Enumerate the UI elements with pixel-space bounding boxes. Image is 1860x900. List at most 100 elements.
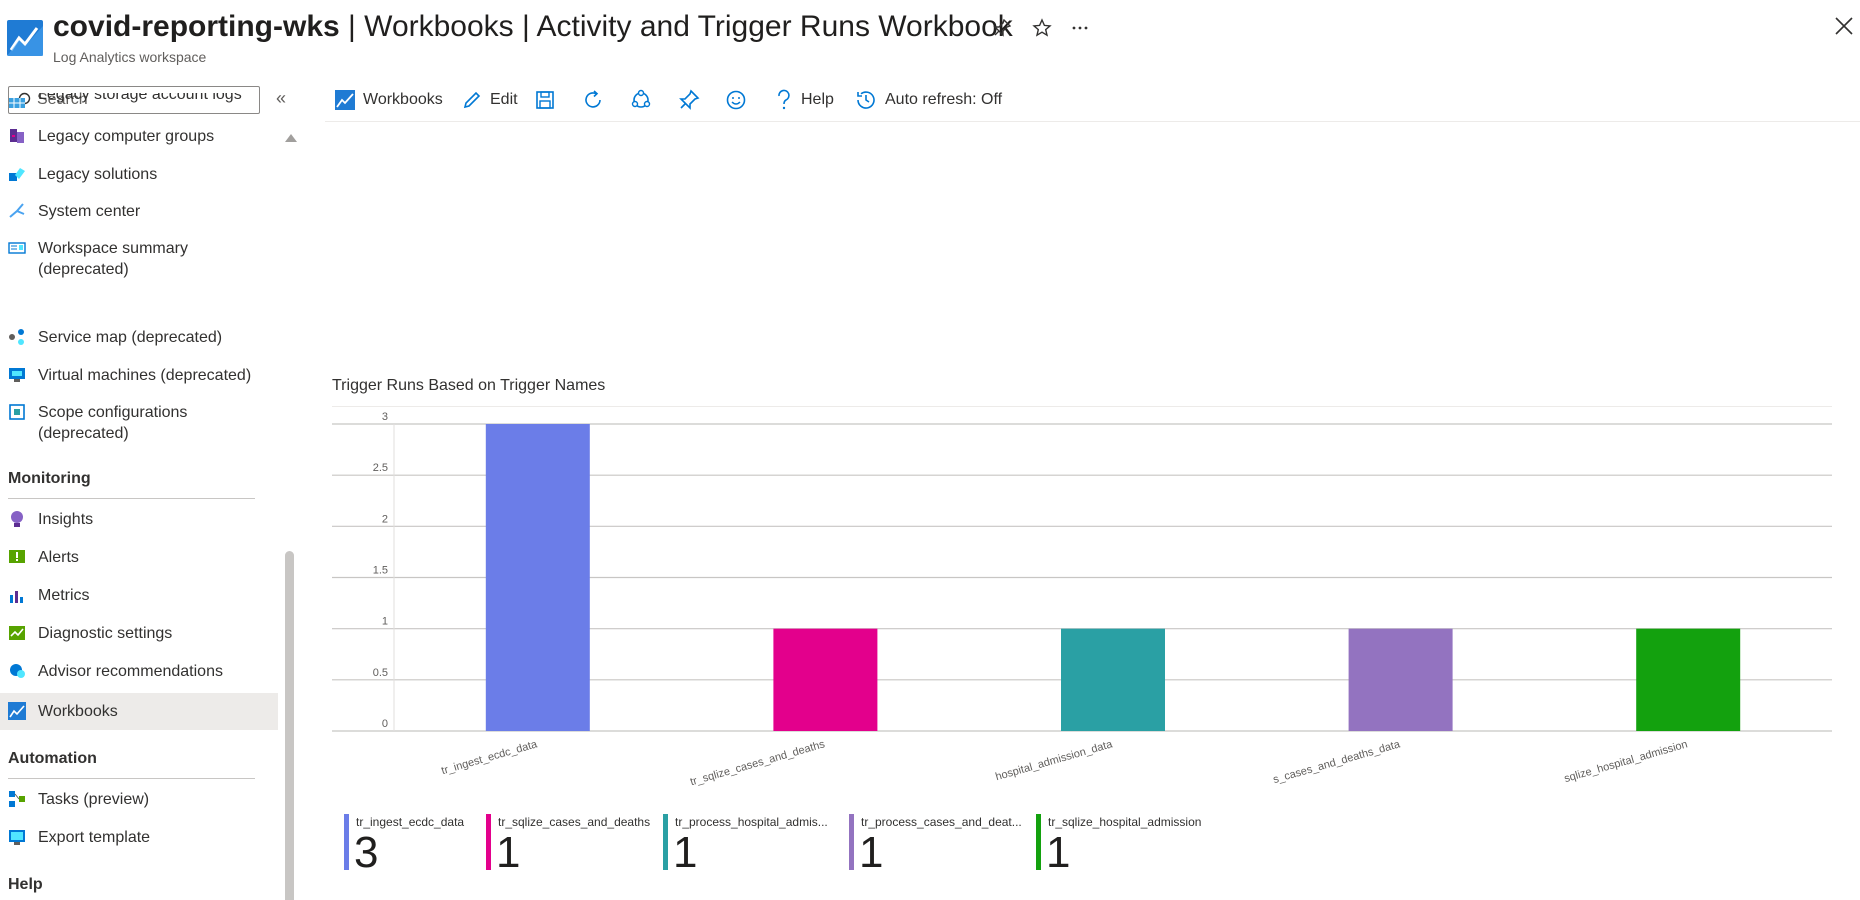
tile-name: tr_process_hospital_admis... (675, 815, 828, 829)
workbooks-icon (335, 90, 355, 110)
legend-tile[interactable]: tr_sqlize_hospital_admission 1 (1036, 814, 1206, 876)
scroll-thumb[interactable] (285, 551, 294, 900)
solutions-icon (9, 168, 25, 181)
bar-tr_process_hospital_admission_data[interactable] (1061, 628, 1165, 731)
tile-name: tr_process_cases_and_deat... (861, 815, 1022, 829)
sidebar-item-insights[interactable]: Insights (0, 504, 278, 536)
tile-name: tr_sqlize_hospital_admission (1048, 815, 1202, 829)
share-button[interactable] (630, 86, 652, 114)
clock-refresh-icon (857, 91, 875, 109)
insights-icon (11, 511, 23, 527)
sidebar-item-diagnostic-settings[interactable]: Diagnostic settings (0, 618, 278, 650)
bar-tr_sqlize_cases_and_deaths[interactable] (773, 628, 878, 731)
auto-refresh-button[interactable]: Auto refresh: Off (855, 86, 1002, 114)
refresh-button[interactable] (582, 86, 604, 114)
help-button[interactable]: Help (775, 86, 834, 114)
scroll-up-icon[interactable] (285, 134, 297, 142)
tile-name: tr_ingest_ecdc_data (356, 815, 465, 829)
collapse-sidebar-icon[interactable]: « (276, 88, 287, 108)
favorite-star-icon[interactable] (1030, 16, 1054, 40)
sidebar-item-workspace-summary[interactable]: Workspace summary (deprecated) (0, 234, 278, 278)
sidebar-item-label: Alerts (38, 549, 79, 566)
sidebar-item-virtual-machines[interactable]: Virtual machines (deprecated) (0, 361, 278, 391)
legend-tile[interactable]: tr_sqlize_cases_and_deaths 1 (486, 814, 656, 877)
workbooks-button[interactable]: Workbooks (335, 86, 443, 114)
sidebar-item-legacy-solutions[interactable]: Legacy solutions (0, 160, 278, 190)
pin-icon (679, 89, 700, 110)
chart-title-divider (332, 406, 1832, 407)
sidebar-item-workbooks[interactable]: Workbooks (0, 693, 278, 730)
sidebar-item-label: Legacy storage account logs (38, 93, 242, 103)
save-icon (536, 91, 554, 109)
y-tick-label: 0.5 (373, 667, 388, 679)
sidebar-item-system-center[interactable]: System center (0, 197, 278, 227)
page-title: covid-reporting-wks | Workbooks | Activi… (53, 10, 1013, 44)
diagnostic-settings-icon (9, 626, 25, 640)
sidebar-item-advisor-recommendations[interactable]: Advisor recommendations (0, 656, 278, 688)
tile-color-bar (849, 814, 854, 870)
legend-tile[interactable]: tr_process_hospital_admis... 1 (663, 814, 833, 877)
breadcrumb: | Workbooks | Activity and Trigger Runs … (339, 10, 1013, 43)
bar-tr_process_cases_and_deaths_data[interactable] (1348, 628, 1453, 731)
sidebar-item-label: Workbooks (38, 703, 118, 720)
workbooks-label: Workbooks (363, 91, 443, 108)
close-icon[interactable] (1832, 14, 1860, 42)
sidebar-item-label: Scope configurations (deprecated) (38, 404, 188, 442)
sidebar-item-label: Export template (38, 829, 151, 846)
bar-tr_ingest_ecdc_data[interactable] (485, 424, 590, 731)
y-tick-label: 2.5 (373, 462, 388, 474)
sidebar: « Legacy storage account logs Legacy com… (0, 82, 300, 900)
sidebar-item-scope-configurations[interactable]: Scope configurations (deprecated) (0, 398, 278, 442)
sidebar-item-service-map[interactable]: Service map (deprecated) (0, 323, 278, 353)
sidebar-item-legacy-storage-account-logs[interactable]: Legacy storage account logs (0, 93, 278, 113)
smiley-feedback-icon (726, 90, 746, 110)
edit-pencil-icon (463, 91, 481, 109)
pin-button[interactable] (678, 86, 700, 114)
x-tick-label: hospital_admission_data (994, 738, 1115, 783)
y-tick-label: 2 (382, 513, 388, 525)
legend-tile[interactable]: tr_ingest_ecdc_data 3 (344, 814, 514, 876)
auto-refresh-label: Auto refresh: Off (885, 91, 1003, 108)
metrics-icon (10, 591, 23, 603)
y-tick-label: 1.5 (373, 565, 388, 577)
sidebar-item-label: Legacy computer groups (38, 128, 215, 145)
sidebar-item-metrics[interactable]: Metrics (0, 580, 278, 612)
y-tick-label: 1 (382, 616, 388, 628)
y-tick-label: 0 (382, 718, 388, 730)
sidebar-item-label: Workspace summary (deprecated) (38, 240, 188, 278)
more-options-icon[interactable] (1068, 16, 1092, 40)
share-icon (631, 89, 651, 108)
sidebar-item-export-template[interactable]: Export template (0, 822, 278, 854)
pin-icon[interactable] (990, 16, 1014, 40)
sidebar-item-tasks[interactable]: Tasks (preview) (0, 784, 278, 816)
tile-value: 1 (673, 828, 698, 877)
tile-value: 1 (496, 828, 521, 877)
workbooks-icon (8, 702, 26, 720)
y-tick-label: 3 (382, 411, 388, 423)
section-header-automation: Automation (8, 750, 97, 767)
section-divider (8, 498, 255, 499)
sidebar-item-legacy-computer-groups[interactable]: Legacy computer groups (0, 122, 278, 152)
edit-button[interactable]: Edit (462, 86, 518, 114)
sidebar-item-label: Legacy solutions (38, 166, 158, 183)
workspace-summary-icon (8, 242, 26, 254)
scope-config-icon (9, 404, 25, 420)
sidebar-item-alerts[interactable]: Alerts (0, 542, 278, 574)
sidebar-item-label: Insights (38, 511, 94, 528)
section-header-help: Help (8, 876, 43, 893)
export-template-icon (9, 830, 25, 845)
sidebar-scrollbar[interactable] (283, 134, 297, 900)
legend-tile[interactable]: tr_process_cases_and_deat... 1 (849, 814, 1022, 877)
page-header: covid-reporting-wks | Workbooks | Activi… (0, 0, 1860, 78)
save-button[interactable] (535, 86, 555, 114)
tile-value: 1 (859, 828, 884, 877)
edit-label: Edit (490, 91, 518, 108)
sidebar-item-label: Virtual machines (deprecated) (38, 367, 252, 384)
search-input[interactable] (37, 91, 247, 109)
feedback-button[interactable] (725, 86, 747, 114)
bar-tr_sqlize_hospital_admission[interactable] (1636, 628, 1741, 731)
computer-groups-icon (10, 129, 24, 143)
sidebar-item-label: Tasks (preview) (38, 791, 150, 808)
refresh-icon (585, 90, 601, 108)
sidebar-item-label: Metrics (38, 587, 90, 604)
